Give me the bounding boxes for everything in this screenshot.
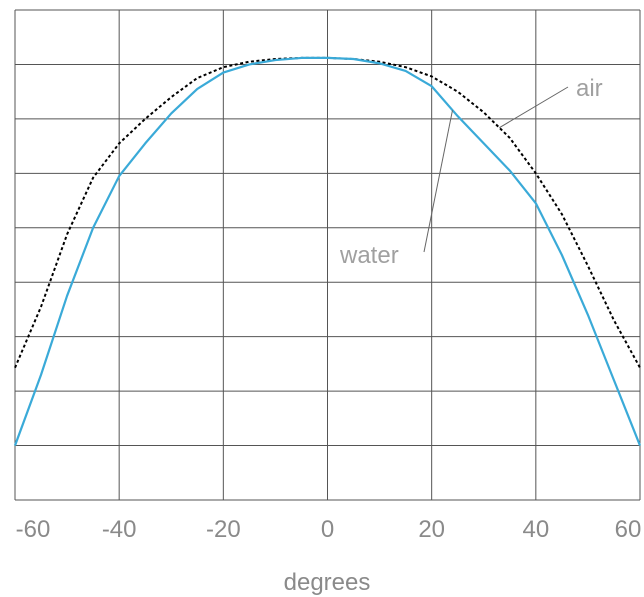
series-air-line [14, 56, 641, 369]
series-water-line [13, 56, 642, 446]
x-tick-label-3: 0 [321, 516, 334, 543]
annotation-leader-air [499, 86, 569, 129]
x-tick-labels: -60 -40 -20 0 20 40 60 [16, 516, 642, 543]
series-layer [13, 56, 642, 446]
x-tick-label-4: 20 [418, 516, 445, 543]
x-tick-label-6: 60 [615, 516, 642, 543]
annotation-label-water: water [339, 242, 399, 269]
x-tick-label-1: -40 [102, 516, 137, 543]
x-tick-label-0: -60 [16, 516, 51, 543]
x-tick-label-2: -20 [206, 516, 241, 543]
annotation-layer: air water [339, 75, 603, 269]
grid [14, 9, 641, 501]
x-axis-title: degrees [284, 569, 371, 596]
annotation-leader-water [423, 110, 453, 253]
x-tick-label-5: 40 [522, 516, 549, 543]
annotation-label-air: air [576, 75, 603, 102]
